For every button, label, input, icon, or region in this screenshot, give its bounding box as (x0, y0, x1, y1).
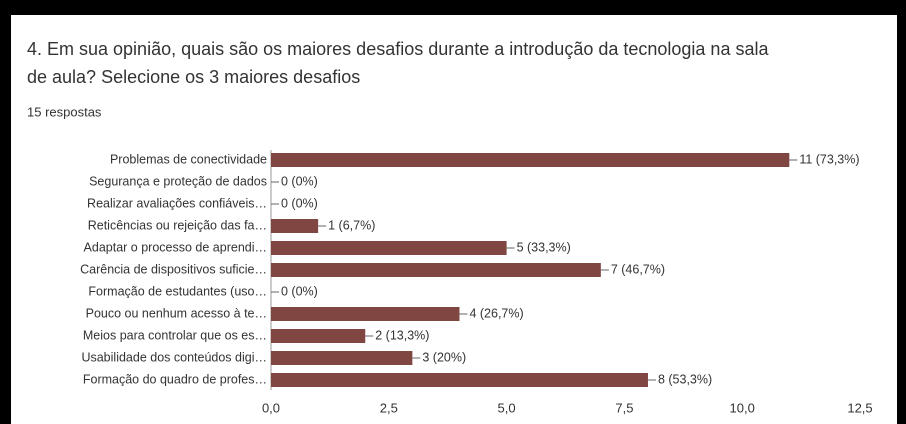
bar (271, 263, 601, 277)
x-tick-label: 12,5 (847, 400, 872, 415)
value-label: 2 (13,3%) (375, 328, 429, 342)
x-tick-label: 7,5 (615, 400, 633, 415)
value-label: 7 (46,7%) (611, 262, 665, 276)
value-label: 8 (53,3%) (658, 372, 712, 386)
card (11, 15, 897, 424)
bar (271, 373, 648, 387)
bar (271, 241, 507, 255)
category-label: Reticências ou rejeição das fa… (88, 218, 267, 232)
bar (271, 219, 319, 233)
category-label: Adaptar o processo de aprendi… (84, 240, 267, 254)
category-label: Pouco ou nenhum acesso à te… (86, 306, 267, 320)
category-label: Problemas de conectividade (110, 152, 267, 166)
category-label: Realizar avaliações confiáveis… (87, 196, 267, 210)
category-label: Segurança e proteção de dados (89, 174, 267, 188)
bar (271, 329, 366, 343)
value-label: 3 (20%) (422, 350, 466, 364)
value-label: 5 (33,3%) (517, 240, 571, 254)
bar (271, 351, 413, 365)
value-label: 11 (73,3%) (799, 152, 859, 166)
value-label: 0 (0%) (281, 284, 318, 298)
value-label: 0 (0%) (281, 196, 318, 210)
value-label: 0 (0%) (281, 174, 318, 188)
value-label: 4 (26,7%) (469, 306, 523, 320)
chart-title: 4. Em sua opinião, quais são os maiores … (27, 39, 769, 87)
category-label: Usabilidade dos conteúdos digi… (81, 350, 267, 364)
bar (271, 307, 460, 321)
x-tick-label: 5,0 (498, 400, 516, 415)
category-label: Formação do quadro de profes… (83, 372, 267, 386)
category-label: Meios para controlar que os es… (83, 328, 267, 342)
x-tick-label: 0,0 (262, 400, 280, 415)
bar (271, 153, 790, 167)
subtitle: 15 respostas (27, 104, 102, 119)
value-label: 1 (6,7%) (328, 218, 375, 232)
category-label: Carência de dispositivos suficie… (80, 262, 267, 276)
x-tick-label: 2,5 (380, 400, 398, 415)
category-label: Formação de estudantes (uso… (88, 284, 267, 298)
x-tick-label: 10,0 (730, 400, 755, 415)
